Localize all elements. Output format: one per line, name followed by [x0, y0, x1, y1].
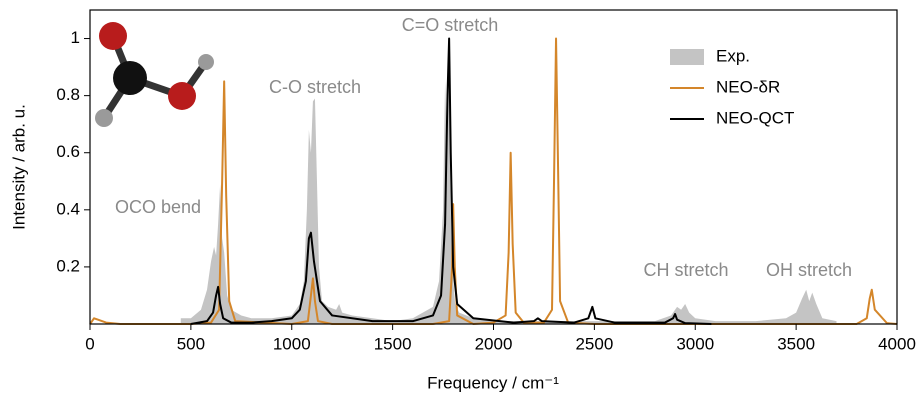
page: {"chart_data": {"type": "line", "xlabel"…	[0, 0, 923, 398]
x-tick-label: 0	[85, 334, 94, 353]
y-tick-label: 0.6	[56, 142, 80, 161]
y-tick-label: 0.2	[56, 256, 80, 275]
annotation: C=O stretch	[402, 15, 499, 35]
x-tick-label: 3000	[676, 334, 714, 353]
oxygen-atom	[99, 22, 127, 50]
y-axis-title: Intensity / arb. u.	[9, 104, 28, 230]
legend-label: Exp.	[716, 46, 750, 65]
x-tick-label: 2500	[575, 334, 613, 353]
x-tick-label: 1500	[374, 334, 412, 353]
annotation: OCO bend	[115, 197, 201, 217]
legend-label: NEO-δR	[716, 77, 780, 96]
y-tick-label: 0.4	[56, 199, 80, 218]
y-tick-label: 0.8	[56, 85, 80, 104]
annotation: CH stretch	[643, 260, 728, 280]
molecule	[95, 22, 214, 127]
chart: Frequency / cm⁻¹ Intensity / arb. u. 0 50…	[0, 0, 923, 398]
x-tick-label: 500	[177, 334, 205, 353]
legend-label: NEO-QCT	[716, 108, 794, 127]
x-tick-label: 4000	[878, 334, 916, 353]
annotation: OH stretch	[766, 260, 852, 280]
annotation: C-O stretch	[269, 77, 361, 97]
hydrogen-atom	[95, 109, 113, 127]
x-tick-label: 3500	[777, 334, 815, 353]
carbon-atom	[113, 61, 147, 95]
x-axis-title: Frequency / cm⁻¹	[427, 373, 559, 392]
oxygen-atom	[168, 82, 196, 110]
legend-swatch	[670, 49, 704, 65]
hydrogen-atom	[198, 54, 214, 70]
x-tick-label: 1000	[273, 334, 311, 353]
x-tick-label: 2000	[475, 334, 513, 353]
y-tick-label: 1	[71, 28, 80, 47]
